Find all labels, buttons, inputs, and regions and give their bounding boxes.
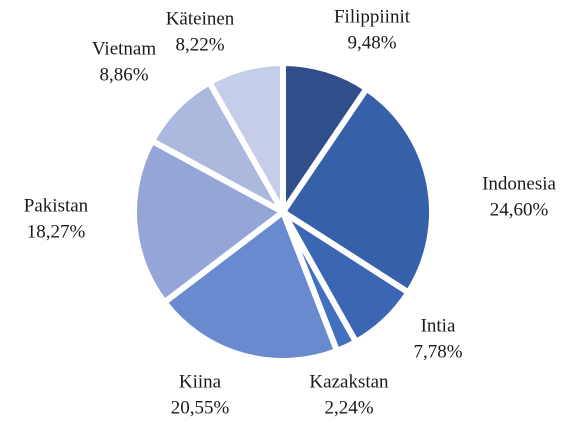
slice-label: Pakistan xyxy=(24,195,89,216)
slice-value-label: 20,55% xyxy=(171,397,230,418)
pie-slice xyxy=(278,84,435,297)
slice-value-label: 9,48% xyxy=(347,32,396,53)
pie-slice xyxy=(160,207,341,364)
slice-label: Filippiinit xyxy=(334,6,411,27)
slice-value-label: 2,24% xyxy=(324,397,373,418)
slice-value-label: 7,78% xyxy=(413,341,462,362)
slice-label: Kazakstan xyxy=(309,371,389,392)
slice-value-label: 8,86% xyxy=(99,64,148,85)
slice-label: Vietnam xyxy=(92,38,157,59)
pie-slice xyxy=(205,59,286,224)
slice-label: Käteinen xyxy=(166,8,235,29)
slice-label: Intia xyxy=(421,315,456,336)
slice-label: Indonesia xyxy=(482,173,556,194)
slice-value-label: 18,27% xyxy=(27,221,86,242)
pie-slice xyxy=(131,136,289,307)
slice-label: Kiina xyxy=(179,371,222,392)
slice-value-label: 24,60% xyxy=(490,199,549,220)
slice-value-label: 8,22% xyxy=(175,34,224,55)
